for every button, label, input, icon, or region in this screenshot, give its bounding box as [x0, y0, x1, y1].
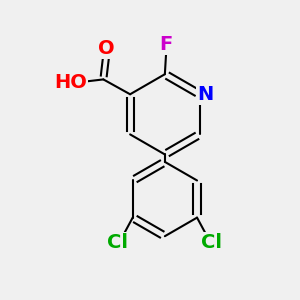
Text: HO: HO	[54, 73, 87, 92]
Text: Cl: Cl	[107, 233, 128, 252]
Text: F: F	[160, 35, 173, 54]
Text: N: N	[197, 85, 213, 104]
Text: Cl: Cl	[201, 233, 222, 252]
Text: O: O	[98, 39, 115, 58]
